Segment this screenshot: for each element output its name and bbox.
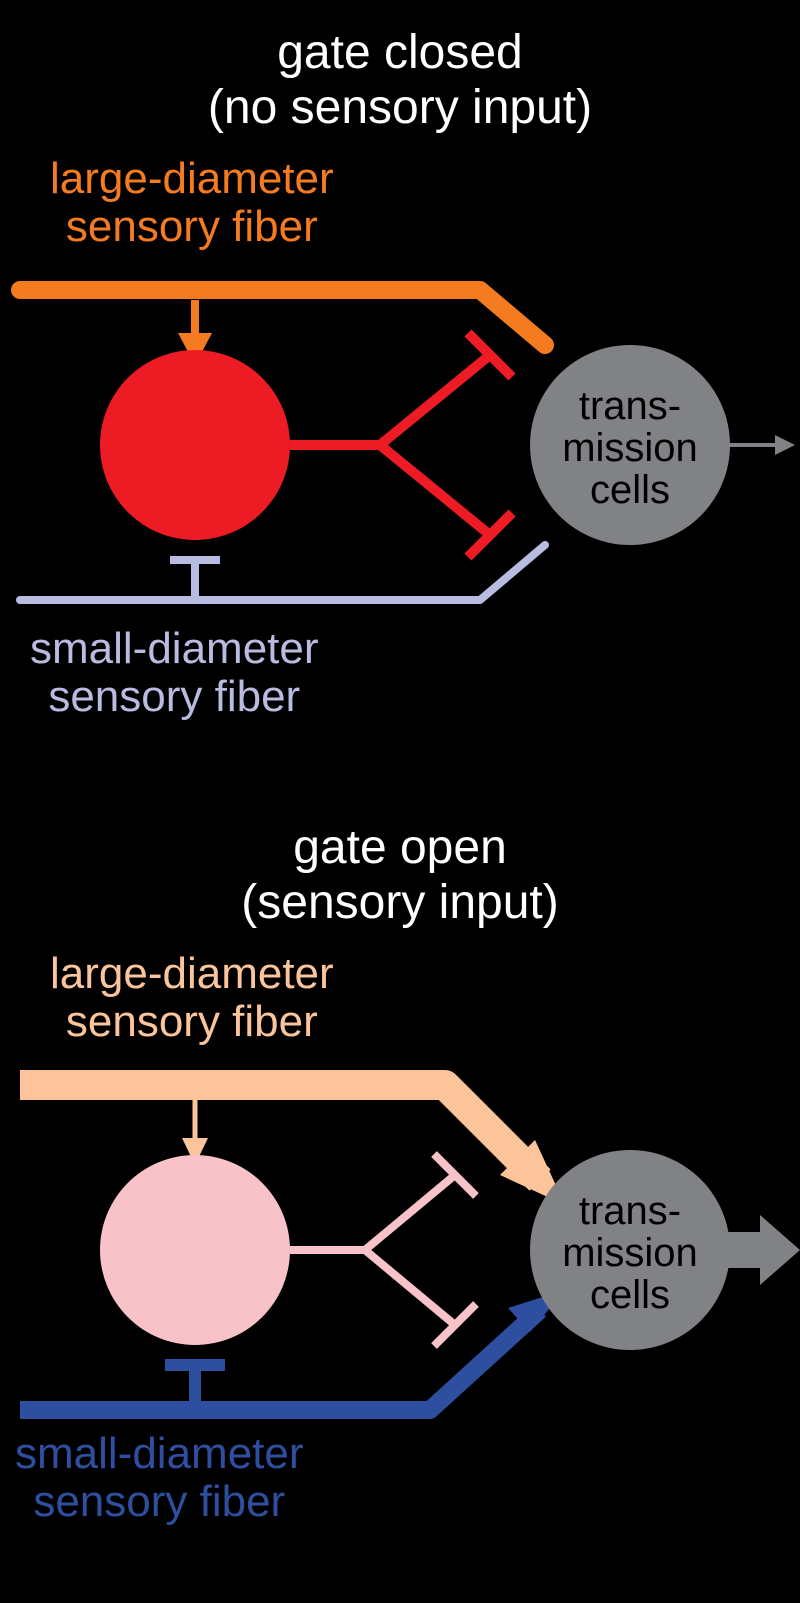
interneuron-out-up — [380, 355, 490, 445]
panel1-trans-l1: trans- — [579, 384, 681, 428]
panel1-trans-l2: mission — [562, 426, 698, 470]
large-fiber-path — [20, 1085, 540, 1180]
panel1-trans-label: trans- mission cells — [555, 385, 705, 511]
panel2-trans-l3: cells — [590, 1273, 670, 1317]
panel2-trans-label: trans- mission cells — [555, 1190, 705, 1316]
panel2-trans-l2: mission — [562, 1231, 698, 1275]
output-arrow-head — [775, 435, 795, 455]
panel1-trans-l3: cells — [590, 468, 670, 512]
interneuron-circle — [100, 1155, 290, 1345]
interneuron-out-down — [380, 445, 490, 535]
panel-gate-closed: gate closed (no sensory input) large-dia… — [0, 15, 800, 795]
small-fiber-path — [20, 1310, 540, 1410]
output-arrow-shaft — [725, 1232, 765, 1268]
output-arrow-head — [760, 1215, 800, 1285]
interneuron-out-up — [365, 1175, 455, 1250]
panel-gate-open: gate open (sensory input) large-diameter… — [0, 820, 800, 1600]
interneuron-circle — [100, 350, 290, 540]
panel2-trans-l1: trans- — [579, 1189, 681, 1233]
interneuron-out-down — [365, 1250, 455, 1325]
